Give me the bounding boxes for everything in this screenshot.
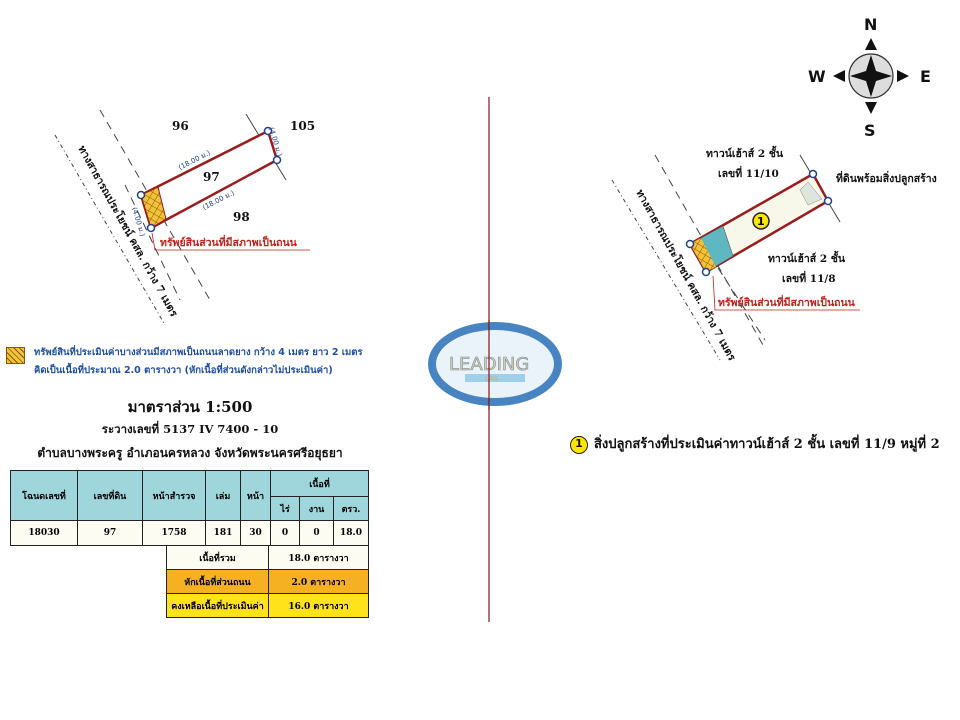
- sheet-number: ระวางเลขที่ 5137 IV 7400 - 10: [101, 422, 279, 436]
- location-label: ตำบลบางพระครู อำเภอนครหลวง จังหวัดพระนคร…: [37, 446, 343, 460]
- summary-label: คงเหลือเนื้อที่ประเมินค่า: [166, 593, 269, 618]
- compass-icon: N S E W: [808, 15, 931, 140]
- header-volume: เล่ม: [205, 470, 241, 521]
- header-area: เนื้อที่: [270, 470, 369, 497]
- summary-row-road-deduction: หักเนื้อที่ส่วนถนน 2.0 ตารางวา: [166, 569, 369, 594]
- right-parcel: 1: [685, 169, 860, 311]
- right-road-label: ทางสาธารณประโยชน์ คสล. กว้าง 7 เมตร: [633, 187, 738, 363]
- summary-label: หักเนื้อที่ส่วนถนน: [166, 569, 269, 594]
- cell-deed-no: 18030: [10, 520, 78, 546]
- header-land-no: เลขที่ดิน: [77, 470, 143, 521]
- cell-ngan: 0: [299, 520, 334, 546]
- building-note-marker: 1: [570, 435, 588, 454]
- building-note-text: สิ่งปลูกสร้างที่ประเมินค่าทาวน์เฮ้าส์ 2 …: [594, 437, 940, 452]
- left-road-label: ทางสาธารณประโยชน์ คสล. กว้าง 7 เมตร: [75, 143, 180, 319]
- neighbor-top-number: เลขที่ 11/10: [718, 165, 779, 180]
- summary-label: เนื้อที่รวม: [166, 545, 269, 570]
- building-note: 1 สิ่งปลูกสร้างที่ประเมินค่าทาวน์เฮ้าส์ 2…: [570, 433, 940, 454]
- scale-label: มาตราส่วน 1:500: [127, 398, 253, 416]
- boundary-marker: [146, 223, 156, 233]
- cell-rai: 0: [270, 520, 300, 546]
- neighbor-105: 105: [290, 119, 315, 133]
- left-parcel: [136, 126, 310, 251]
- cell-sqwa: 18.0: [333, 520, 369, 546]
- header-deed-no: โฉนดเลขที่: [10, 470, 78, 521]
- boundary-marker: [808, 169, 818, 179]
- header-survey-page: หน้าสำรวจ: [142, 470, 206, 521]
- neighbor-bottom-number: เลขที่ 11/8: [782, 270, 836, 285]
- summary-row-remaining: คงเหลือเนื้อที่ประเมินค่า 16.0 ตารางวา: [166, 593, 369, 618]
- boundary-marker: [701, 267, 711, 277]
- building-marker-number: 1: [757, 215, 765, 228]
- header-page: หน้า: [240, 470, 271, 521]
- cell-land-no: 97: [77, 520, 143, 546]
- deed-table: โฉนดเลขที่ เลขที่ดิน หน้าสำรวจ เล่ม หน้า…: [10, 470, 369, 546]
- left-road-part-label: ทรัพย์สินส่วนที่มีสภาพเป็นถนน: [160, 234, 298, 249]
- neighbor-98: 98: [233, 210, 250, 224]
- land-with-building-label: ที่ดินพร้อมสิ่งปลูกสร้าง: [836, 170, 937, 186]
- boundary-marker: [263, 126, 273, 136]
- right-road-part-label: ทรัพย์สินส่วนที่มีสภาพเป็นถนน: [718, 294, 856, 309]
- neighbor-bottom-type: ทาวน์เฮ้าส์ 2 ชั้น: [768, 250, 846, 265]
- header-sqwa: ตรว.: [333, 496, 369, 521]
- boundary-marker: [685, 239, 695, 249]
- cell-page: 30: [240, 520, 271, 546]
- cell-volume: 181: [205, 520, 241, 546]
- company-logo: LEADING LAS: [428, 322, 562, 406]
- legend-line-1: ทรัพย์สินที่ประเมินค่าบางส่วนมีสภาพเป็นถ…: [34, 347, 363, 358]
- boundary-marker: [823, 196, 833, 206]
- header-rai: ไร่: [270, 496, 300, 521]
- boundary-marker: [136, 190, 146, 200]
- logo-sub: LAS: [485, 375, 499, 383]
- road-hatch-swatch: [6, 347, 25, 364]
- building-marker-icon: [752, 212, 770, 230]
- summary-row-total: เนื้อที่รวม 18.0 ตารางวา: [166, 545, 369, 570]
- cell-survey-page: 1758: [142, 520, 206, 546]
- table-row: 18030 97 1758 181 30 0 0 18.0: [10, 520, 369, 546]
- neighbor-96: 96: [172, 119, 189, 133]
- summary-value: 18.0 ตารางวา: [268, 545, 369, 570]
- area-summary: เนื้อที่รวม 18.0 ตารางวา หักเนื้อที่ส่วน…: [166, 545, 369, 618]
- legend-line-2: คิดเป็นเนื้อที่ประมาณ 2.0 ตารางวา (หักเน…: [34, 365, 333, 376]
- compass-e: E: [920, 67, 931, 86]
- compass-w: W: [808, 67, 826, 86]
- neighbor-top-type: ทาวน์เฮ้าส์ 2 ชั้น: [706, 145, 784, 160]
- summary-value: 16.0 ตารางวา: [268, 593, 369, 618]
- compass-n: N: [864, 15, 877, 34]
- boundary-marker: [272, 155, 282, 165]
- header-ngan: งาน: [299, 496, 334, 521]
- compass-s: S: [864, 121, 876, 140]
- summary-value: 2.0 ตารางวา: [268, 569, 369, 594]
- parcel-97: 97: [203, 170, 220, 184]
